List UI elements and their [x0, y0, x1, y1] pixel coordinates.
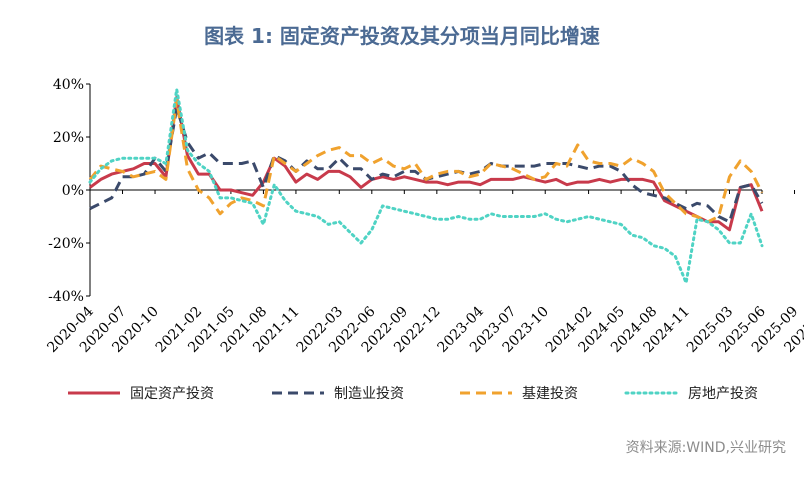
y-tick-label: 20%: [53, 130, 84, 146]
series-line-3: [88, 98, 764, 224]
chart-series: [88, 87, 764, 285]
series-line-4: [88, 87, 764, 285]
legend-label-3: 基建投资: [522, 385, 578, 402]
chart-legend: 固定资产投资 制造业投资 基建投资 房地产投资: [68, 385, 758, 402]
y-tick-label: -40%: [48, 289, 84, 305]
chart-title: 图表 1: 固定资产投资及其分项当月同比增速: [204, 24, 600, 48]
legend-label-1: 固定资产投资: [130, 386, 214, 402]
legend-label-4: 房地产投资: [688, 386, 758, 402]
series-line-1: [89, 95, 764, 232]
y-tick-label: -20%: [48, 236, 84, 252]
series-line-2: [89, 106, 764, 224]
source-note: 资料来源:WIND,兴业研究: [625, 440, 786, 456]
y-tick-label: 0%: [62, 183, 84, 199]
legend-label-2: 制造业投资: [334, 386, 404, 402]
y-tick-label: 40%: [53, 77, 84, 93]
